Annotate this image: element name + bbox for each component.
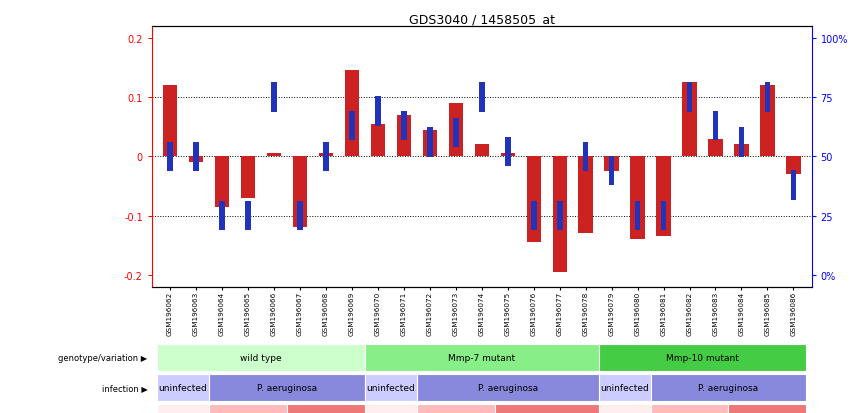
Text: P. aeruginosa: P. aeruginosa (257, 383, 317, 392)
Bar (157, 344, 365, 371)
Bar (687, 83, 693, 113)
Bar (475, 145, 489, 157)
Bar (604, 157, 619, 172)
Bar (765, 83, 770, 113)
Bar (578, 157, 593, 234)
Bar (323, 142, 329, 172)
Bar (397, 116, 411, 157)
Bar (349, 112, 355, 141)
Text: P. aeruginosa: P. aeruginosa (477, 383, 538, 392)
Text: Mmp-7 mutant: Mmp-7 mutant (448, 353, 516, 362)
Bar (266, 154, 281, 157)
Bar (345, 71, 359, 157)
Bar (739, 128, 745, 157)
Text: infection ▶: infection ▶ (102, 383, 148, 392)
Text: wild type: wild type (240, 353, 282, 362)
Bar (656, 157, 671, 237)
Bar (297, 201, 303, 231)
Bar (449, 104, 463, 157)
Bar (365, 374, 417, 401)
Bar (650, 374, 806, 401)
Bar (157, 404, 209, 413)
Text: P. aeruginosa: P. aeruginosa (699, 383, 759, 392)
Bar (401, 112, 407, 141)
Bar (194, 142, 199, 172)
Bar (371, 124, 385, 157)
Bar (713, 112, 719, 141)
Bar (417, 374, 599, 401)
Bar (157, 374, 209, 401)
Bar (553, 157, 567, 272)
Bar (365, 344, 599, 371)
Bar (791, 171, 796, 200)
Bar (495, 404, 599, 413)
Bar (287, 404, 365, 413)
Bar (661, 201, 667, 231)
Bar (630, 157, 645, 240)
Text: uninfected: uninfected (159, 383, 207, 392)
Bar (599, 344, 806, 371)
Bar (189, 157, 203, 163)
Bar (319, 154, 333, 157)
Bar (682, 83, 697, 157)
Bar (209, 374, 365, 401)
Bar (786, 157, 800, 175)
Text: Mmp-10 mutant: Mmp-10 mutant (666, 353, 739, 362)
Bar (375, 97, 381, 127)
Bar (608, 157, 615, 186)
Bar (271, 83, 277, 113)
Bar (215, 157, 229, 207)
Text: uninfected: uninfected (600, 383, 649, 392)
Bar (453, 119, 458, 148)
Bar (760, 86, 774, 157)
Bar (734, 145, 748, 157)
Bar (599, 374, 650, 401)
Text: uninfected: uninfected (366, 383, 415, 392)
Bar (505, 138, 510, 167)
Bar (365, 404, 417, 413)
Bar (168, 142, 173, 172)
Bar (556, 201, 562, 231)
Bar (163, 86, 177, 157)
Bar (245, 201, 251, 231)
Text: genotype/variation ▶: genotype/variation ▶ (58, 353, 148, 362)
Bar (501, 154, 515, 157)
Bar (240, 157, 255, 198)
Bar (527, 157, 541, 243)
Bar (728, 404, 806, 413)
Bar (423, 131, 437, 157)
Bar (531, 201, 536, 231)
Bar (219, 201, 225, 231)
Bar (209, 404, 287, 413)
Bar (599, 404, 650, 413)
Bar (650, 404, 728, 413)
Bar (635, 201, 641, 231)
Title: GDS3040 / 1458505_at: GDS3040 / 1458505_at (409, 13, 555, 26)
Bar (582, 142, 589, 172)
Bar (417, 404, 495, 413)
Bar (427, 128, 432, 157)
Bar (708, 139, 723, 157)
Bar (293, 157, 307, 228)
Bar (479, 83, 484, 113)
